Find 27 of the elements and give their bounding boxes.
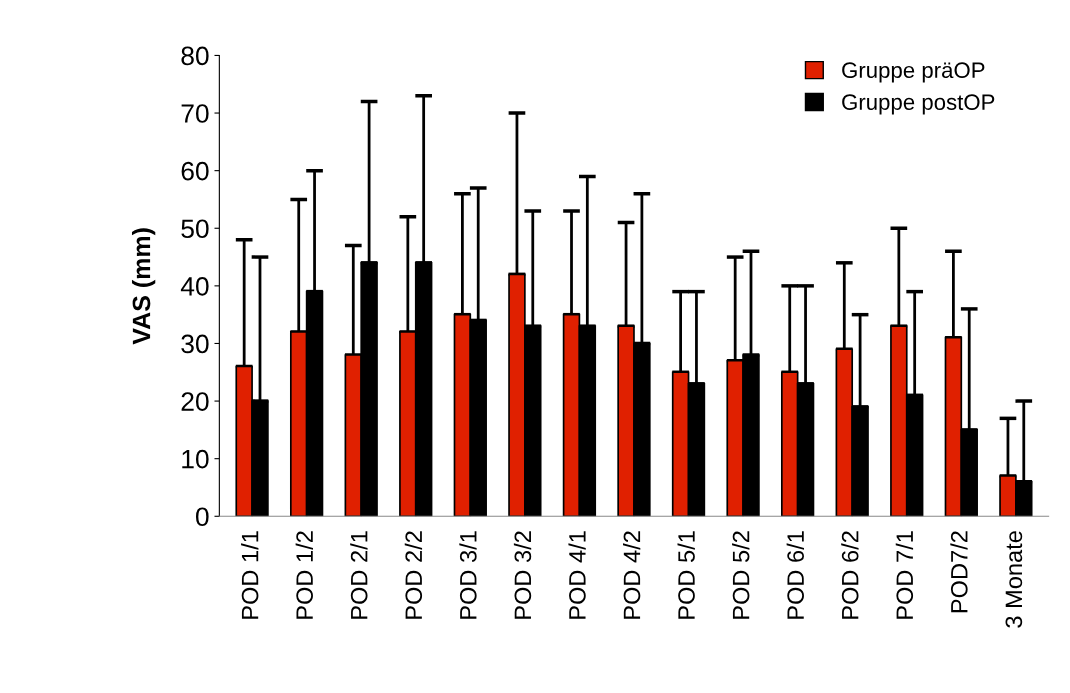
y-tick-label: 20 bbox=[181, 392, 209, 411]
x-tick-label: POD 4/1 bbox=[568, 531, 586, 619]
x-tick-label: POD 5/1 bbox=[677, 531, 695, 619]
x-tick-label: POD 4/2 bbox=[622, 531, 641, 619]
x-tick-label: POD 2/2 bbox=[404, 531, 423, 619]
x-tick-label: POD 3/1 bbox=[459, 531, 477, 619]
legend-label: Gruppe präOP bbox=[842, 62, 985, 83]
legend-label: Gruppe postOP bbox=[842, 94, 995, 115]
y-axis-title: VAS (mm) bbox=[131, 228, 156, 345]
y-tick-label: 70 bbox=[181, 104, 209, 123]
x-tick-label: POD 5/2 bbox=[732, 531, 750, 619]
y-tick-label: 80 bbox=[181, 46, 209, 66]
x-tick-label: 3 Monate bbox=[1005, 531, 1023, 628]
y-tick-label: 50 bbox=[181, 219, 209, 239]
x-tick-label: POD 1/1 bbox=[241, 531, 259, 619]
y-tick-label: 10 bbox=[182, 449, 209, 469]
x-tick-label: POD 2/1 bbox=[350, 531, 368, 619]
x-tick-label: POD 7/1 bbox=[895, 531, 914, 619]
x-tick-label: POD 3/2 bbox=[513, 531, 532, 619]
x-tick-label: POD 6/2 bbox=[841, 531, 859, 619]
y-tick-label: 0 bbox=[195, 507, 209, 527]
x-tick-label: POD 6/1 bbox=[786, 531, 804, 619]
y-tick-label: 30 bbox=[181, 334, 209, 354]
x-tick-label: POD 1/2 bbox=[295, 531, 313, 619]
y-tick-label: 60 bbox=[181, 161, 209, 181]
x-tick-label: POD7/2 bbox=[950, 531, 968, 613]
y-tick-label: 40 bbox=[180, 277, 209, 296]
